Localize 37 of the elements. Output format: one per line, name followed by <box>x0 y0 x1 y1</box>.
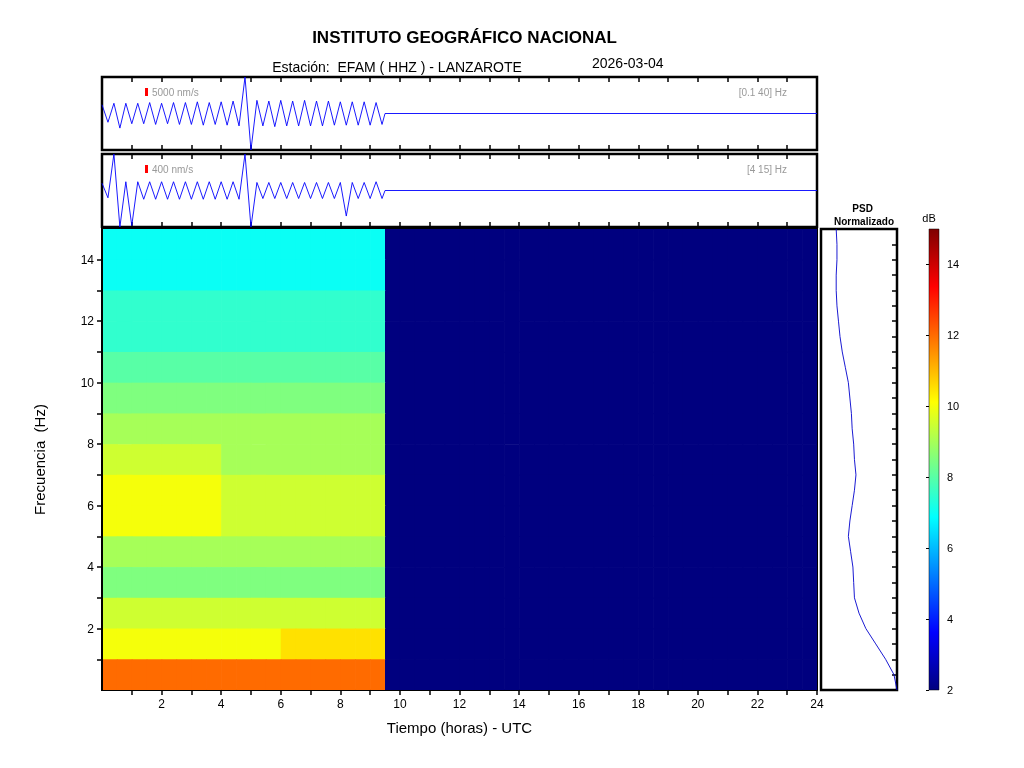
y-tick-label: 14 <box>80 252 95 267</box>
chart-title: INSTITUTO GEOGRÁFICO NACIONAL <box>312 28 617 47</box>
x-tick-label: 2 <box>158 697 166 711</box>
y-axis-title: Frecuencia (Hz) <box>31 404 48 515</box>
annotation: [4 15] Hz <box>746 163 788 175</box>
x-tick-label: 16 <box>571 697 586 711</box>
x-tick-label: 24 <box>810 697 824 711</box>
x-tick-label: 20 <box>691 697 705 711</box>
color-bar-label: 8 <box>947 471 954 484</box>
text: 2026-03-04 <box>592 55 664 71</box>
color-bar-label: 2 <box>947 684 954 696</box>
chart-subtitle: Estación: EFAM ( HHZ ) - LANZAROTE <box>272 59 522 75</box>
x-tick-label: 12 <box>452 697 467 711</box>
color-bar-label: 10 <box>947 400 960 413</box>
x-tick-label: 18 <box>631 697 646 711</box>
annotation: 400 nm/s <box>152 163 194 175</box>
color-bar-label: 4 <box>947 613 954 626</box>
y-tick-label: 8 <box>87 437 95 452</box>
x-tick-label: 8 <box>336 697 344 711</box>
y-tick-label: 6 <box>87 498 95 513</box>
y-tick-label: 12 <box>80 314 95 329</box>
color-bar-title: dB <box>922 211 936 224</box>
x-tick-label: 6 <box>277 697 285 711</box>
x-axis-title: Tiempo (horas) - UTC <box>386 719 533 736</box>
x-tick-label: 4 <box>217 697 225 711</box>
annotation: 5000 nm/s <box>152 86 199 98</box>
x-tick-label: 14 <box>512 697 527 711</box>
y-tick-label: 2 <box>87 621 95 636</box>
color-bar-label: 12 <box>947 329 960 342</box>
y-tick-label: 10 <box>80 375 95 390</box>
y-tick-label: 4 <box>87 560 95 575</box>
color-bar-label: 14 <box>947 258 960 271</box>
annotation: [0.1 40] Hz <box>738 86 787 98</box>
x-tick-label: 10 <box>393 697 407 711</box>
x-tick-label: 22 <box>750 697 765 711</box>
color-bar-label: 6 <box>947 542 954 555</box>
chart-title: PSD Normalizado <box>833 203 895 227</box>
